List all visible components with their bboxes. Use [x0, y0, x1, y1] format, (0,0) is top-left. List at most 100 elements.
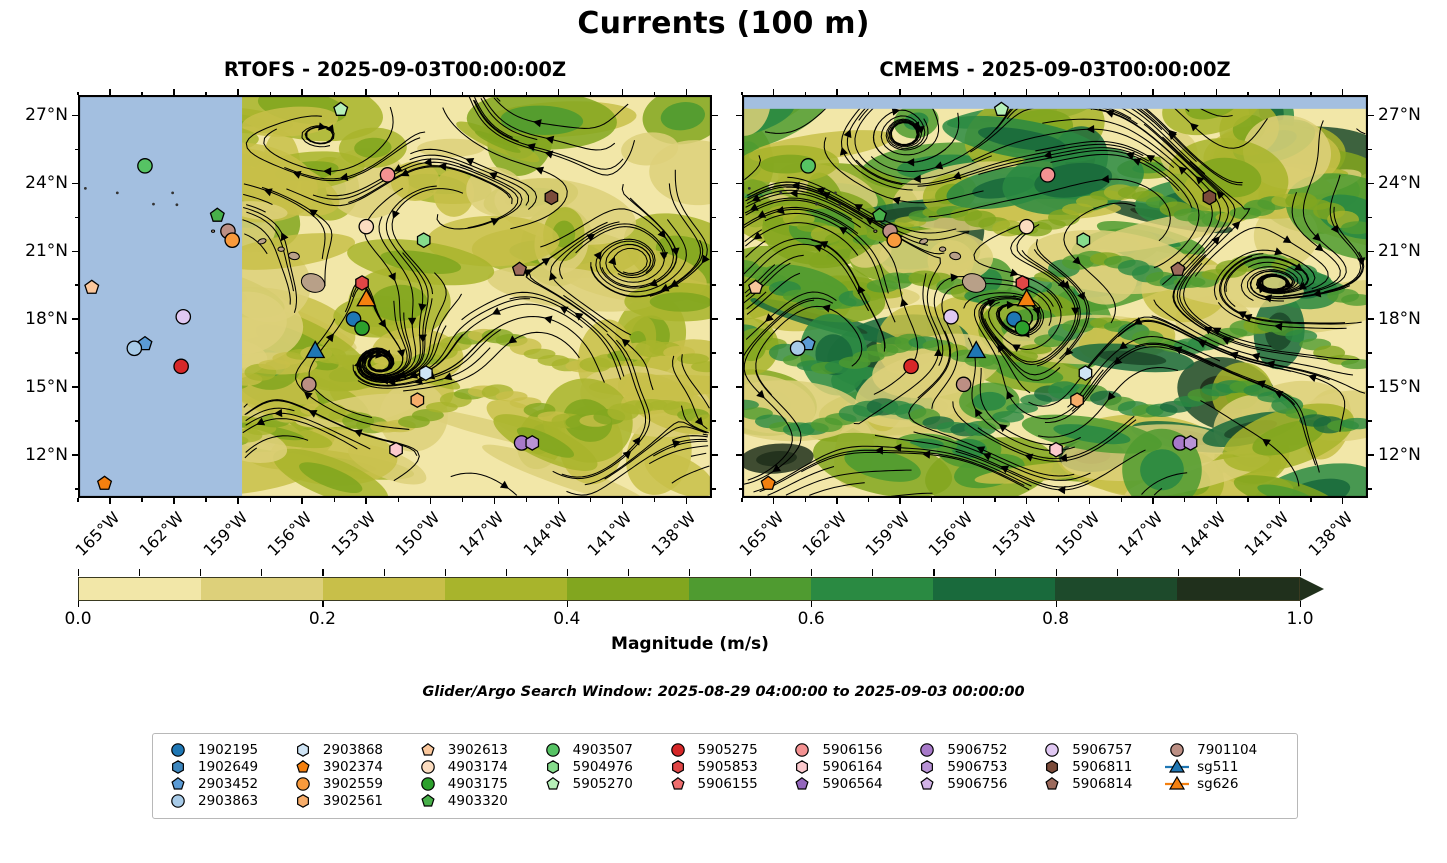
legend-item[interactable]: 3902561: [290, 792, 413, 809]
map-panel-rtofs[interactable]: [78, 95, 712, 498]
legend-item[interactable]: 4903320: [415, 792, 538, 809]
legend-item[interactable]: 5906757: [1039, 741, 1162, 758]
colorbar-minor-tick: [322, 569, 324, 576]
platform-marker[interactable]: [305, 340, 326, 359]
platform-marker[interactable]: [333, 101, 349, 116]
platform-marker[interactable]: [96, 475, 113, 490]
map-panel-cmems[interactable]: [742, 95, 1368, 498]
platform-marker[interactable]: [410, 392, 425, 409]
legend-item[interactable]: 5906811: [1039, 758, 1162, 775]
platform-marker[interactable]: [1015, 275, 1030, 291]
platform-marker[interactable]: [418, 365, 433, 382]
platform-marker[interactable]: [1202, 189, 1217, 206]
legend-item[interactable]: 5906164: [789, 758, 912, 775]
platform-marker[interactable]: [903, 358, 919, 375]
legend-item[interactable]: 5906814: [1039, 775, 1162, 792]
platform-marker[interactable]: [1170, 261, 1186, 276]
platform-marker[interactable]: [886, 232, 903, 248]
platform-marker[interactable]: [416, 232, 431, 249]
legend-item[interactable]: 5906156: [789, 741, 912, 758]
platform-marker[interactable]: [84, 279, 100, 294]
platform-marker[interactable]: [356, 288, 377, 307]
legend-item-label: 3902613: [447, 741, 508, 758]
platform-marker[interactable]: [760, 475, 776, 490]
streamlines: [743, 96, 1366, 497]
colorbar-tick: [78, 601, 80, 607]
platform-marker[interactable]: [1049, 441, 1063, 458]
platform-marker[interactable]: [1070, 392, 1084, 409]
platform-marker[interactable]: [300, 376, 317, 393]
platform-marker[interactable]: [511, 261, 528, 276]
platform-markers[interactable]: [748, 101, 1217, 490]
platform-marker[interactable]: [175, 308, 192, 325]
legend-item[interactable]: 5905853: [665, 758, 788, 775]
platform-marker[interactable]: [1016, 288, 1037, 307]
legend-item[interactable]: 3902613: [415, 741, 538, 758]
platform-marker[interactable]: [1183, 435, 1198, 451]
colorbar-minor-tick: [200, 569, 202, 576]
platform-marker[interactable]: [358, 218, 375, 235]
panel-title-cmems: CMEMS - 2025-09-03T00:00:00Z: [879, 58, 1231, 81]
platform-marker[interactable]: [871, 207, 888, 222]
x-minor-tick: [931, 498, 933, 502]
legend-item[interactable]: 4903175: [415, 775, 538, 792]
platform-marker[interactable]: [943, 308, 959, 325]
legend-item[interactable]: 5906752: [914, 741, 1037, 758]
legend-item[interactable]: sg626: [1164, 775, 1287, 792]
legend-item[interactable]: 2903863: [165, 792, 288, 809]
legend-item-label: 2903452: [198, 775, 259, 792]
legend-item[interactable]: 5906753: [914, 758, 1037, 775]
legend-item[interactable]: 5906564: [789, 775, 912, 792]
platform-marker[interactable]: [993, 101, 1010, 116]
x-minor-tick: [741, 91, 743, 95]
legend-item[interactable]: 5905275: [665, 741, 788, 758]
legend-item[interactable]: 1902195: [165, 741, 288, 758]
legend-item[interactable]: 5906756: [914, 775, 1037, 792]
platform-marker[interactable]: [544, 189, 559, 206]
legend-item[interactable]: 3902559: [290, 775, 413, 792]
legend-item[interactable]: 1902649: [165, 758, 288, 775]
platform-marker[interactable]: [748, 279, 764, 294]
platform-marker[interactable]: [1014, 320, 1031, 336]
x-minor-tick: [461, 498, 464, 502]
platform-marker[interactable]: [1078, 365, 1093, 382]
platform-marker[interactable]: [1076, 232, 1091, 249]
y-axis-label: 27°N: [25, 105, 68, 126]
platform-marker[interactable]: [355, 275, 369, 291]
y-tick: [712, 182, 718, 184]
legend-item[interactable]: 2903452: [165, 775, 288, 792]
platform-marker[interactable]: [1039, 167, 1056, 183]
legend-item[interactable]: 2903868: [290, 741, 413, 758]
platform-marker[interactable]: [800, 158, 816, 174]
legend-item[interactable]: sg511: [1164, 758, 1287, 775]
legend-item[interactable]: 4903174: [415, 758, 538, 775]
colorbar-segment: [323, 578, 445, 600]
platform-marker[interactable]: [525, 435, 540, 451]
legend-item[interactable]: 3902374: [290, 758, 413, 775]
platform-marker[interactable]: [209, 207, 225, 222]
y-axis-label-right: 15°N: [1378, 377, 1421, 398]
legend-item[interactable]: 4903507: [540, 741, 663, 758]
platform-markers[interactable]: [84, 101, 559, 490]
legend-item[interactable]: 5906155: [665, 775, 788, 792]
platform-marker[interactable]: [379, 167, 396, 183]
y-tick: [712, 318, 718, 320]
platform-marker[interactable]: [126, 340, 143, 357]
legend-marker-icon: [415, 742, 441, 758]
x-minor-tick: [333, 91, 335, 95]
platform-marker[interactable]: [354, 320, 370, 336]
platform-marker[interactable]: [966, 340, 987, 359]
platform-marker[interactable]: [789, 340, 806, 357]
legend-item[interactable]: 7901104: [1164, 741, 1287, 758]
colorbar[interactable]: [78, 577, 1300, 601]
platform-marker[interactable]: [173, 358, 189, 375]
platform-marker[interactable]: [1018, 218, 1035, 235]
legend-item[interactable]: 5904976: [540, 758, 663, 775]
platform-marker[interactable]: [137, 158, 153, 174]
y-minor-tick: [712, 420, 716, 422]
legend-item[interactable]: 5905270: [540, 775, 663, 792]
platform-marker[interactable]: [955, 376, 972, 393]
legend-marker-icon: [290, 793, 316, 809]
platform-marker[interactable]: [389, 441, 403, 458]
platform-marker[interactable]: [224, 232, 241, 248]
